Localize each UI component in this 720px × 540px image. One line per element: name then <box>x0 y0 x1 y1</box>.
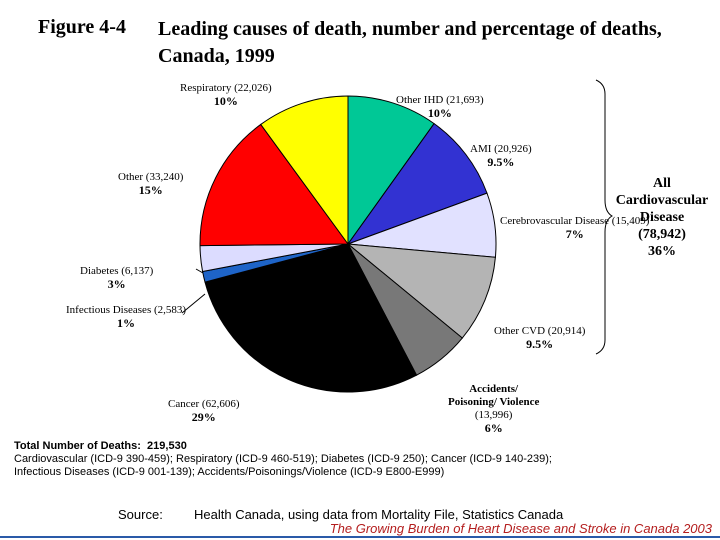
pie-slice-other-ihd <box>347 95 435 246</box>
source-note: Source: Health Canada, using data from Mo… <box>118 507 564 522</box>
label-ami: AMI (20,926) 9.5% <box>470 143 532 169</box>
pie-slice-cancer <box>204 243 418 393</box>
cvd-group-label: All Cardiovascular Disease (78,942) 36% <box>615 176 709 259</box>
label-other-cvd: Other CVD (20,914) 9.5% <box>494 325 586 351</box>
pie-slice-respiratory <box>260 95 349 246</box>
cvd-bracket <box>595 79 614 355</box>
figure-label: Figure 4-4 <box>38 16 126 38</box>
bottom-rule <box>0 536 720 538</box>
icd-line-1: Cardiovascular (ICD-9 390-459); Respirat… <box>14 453 552 465</box>
chart-title: Leading causes of death, number and perc… <box>158 18 662 67</box>
label-accidents: Accidents/ Poisoning/ Violence (13,996) … <box>448 383 540 435</box>
pie-slice-other <box>199 123 349 247</box>
label-other-ihd: Other IHD (21,693) 10% <box>396 94 484 120</box>
footer-notes: Total Number of Deaths: 219,530 Cardiova… <box>14 440 552 479</box>
label-cancer: Cancer (62,606) 29% <box>168 398 240 424</box>
pie-slice-other-cvd <box>346 243 496 339</box>
label-cerebrovascular: Cerebrovascular Disease (15,409) 7% <box>500 215 650 241</box>
total-deaths: Total Number of Deaths: 219,530 <box>14 440 187 452</box>
label-other: Other (33,240) 15% <box>118 171 184 197</box>
attribution: The Growing Burden of Heart Disease and … <box>329 521 712 536</box>
leader-line-diabetes <box>195 268 204 274</box>
label-diabetes: Diabetes (6,137) 3% <box>80 265 154 291</box>
pie-slice-ami <box>346 122 488 246</box>
icd-line-2: Infectious Diseases (ICD-9 001-139); Acc… <box>14 466 445 478</box>
leader-line-infectious <box>181 293 206 314</box>
label-infectious: Infectious Diseases (2,583) 1% <box>66 304 187 330</box>
label-respiratory: Respiratory (22,026) 10% <box>180 82 272 108</box>
